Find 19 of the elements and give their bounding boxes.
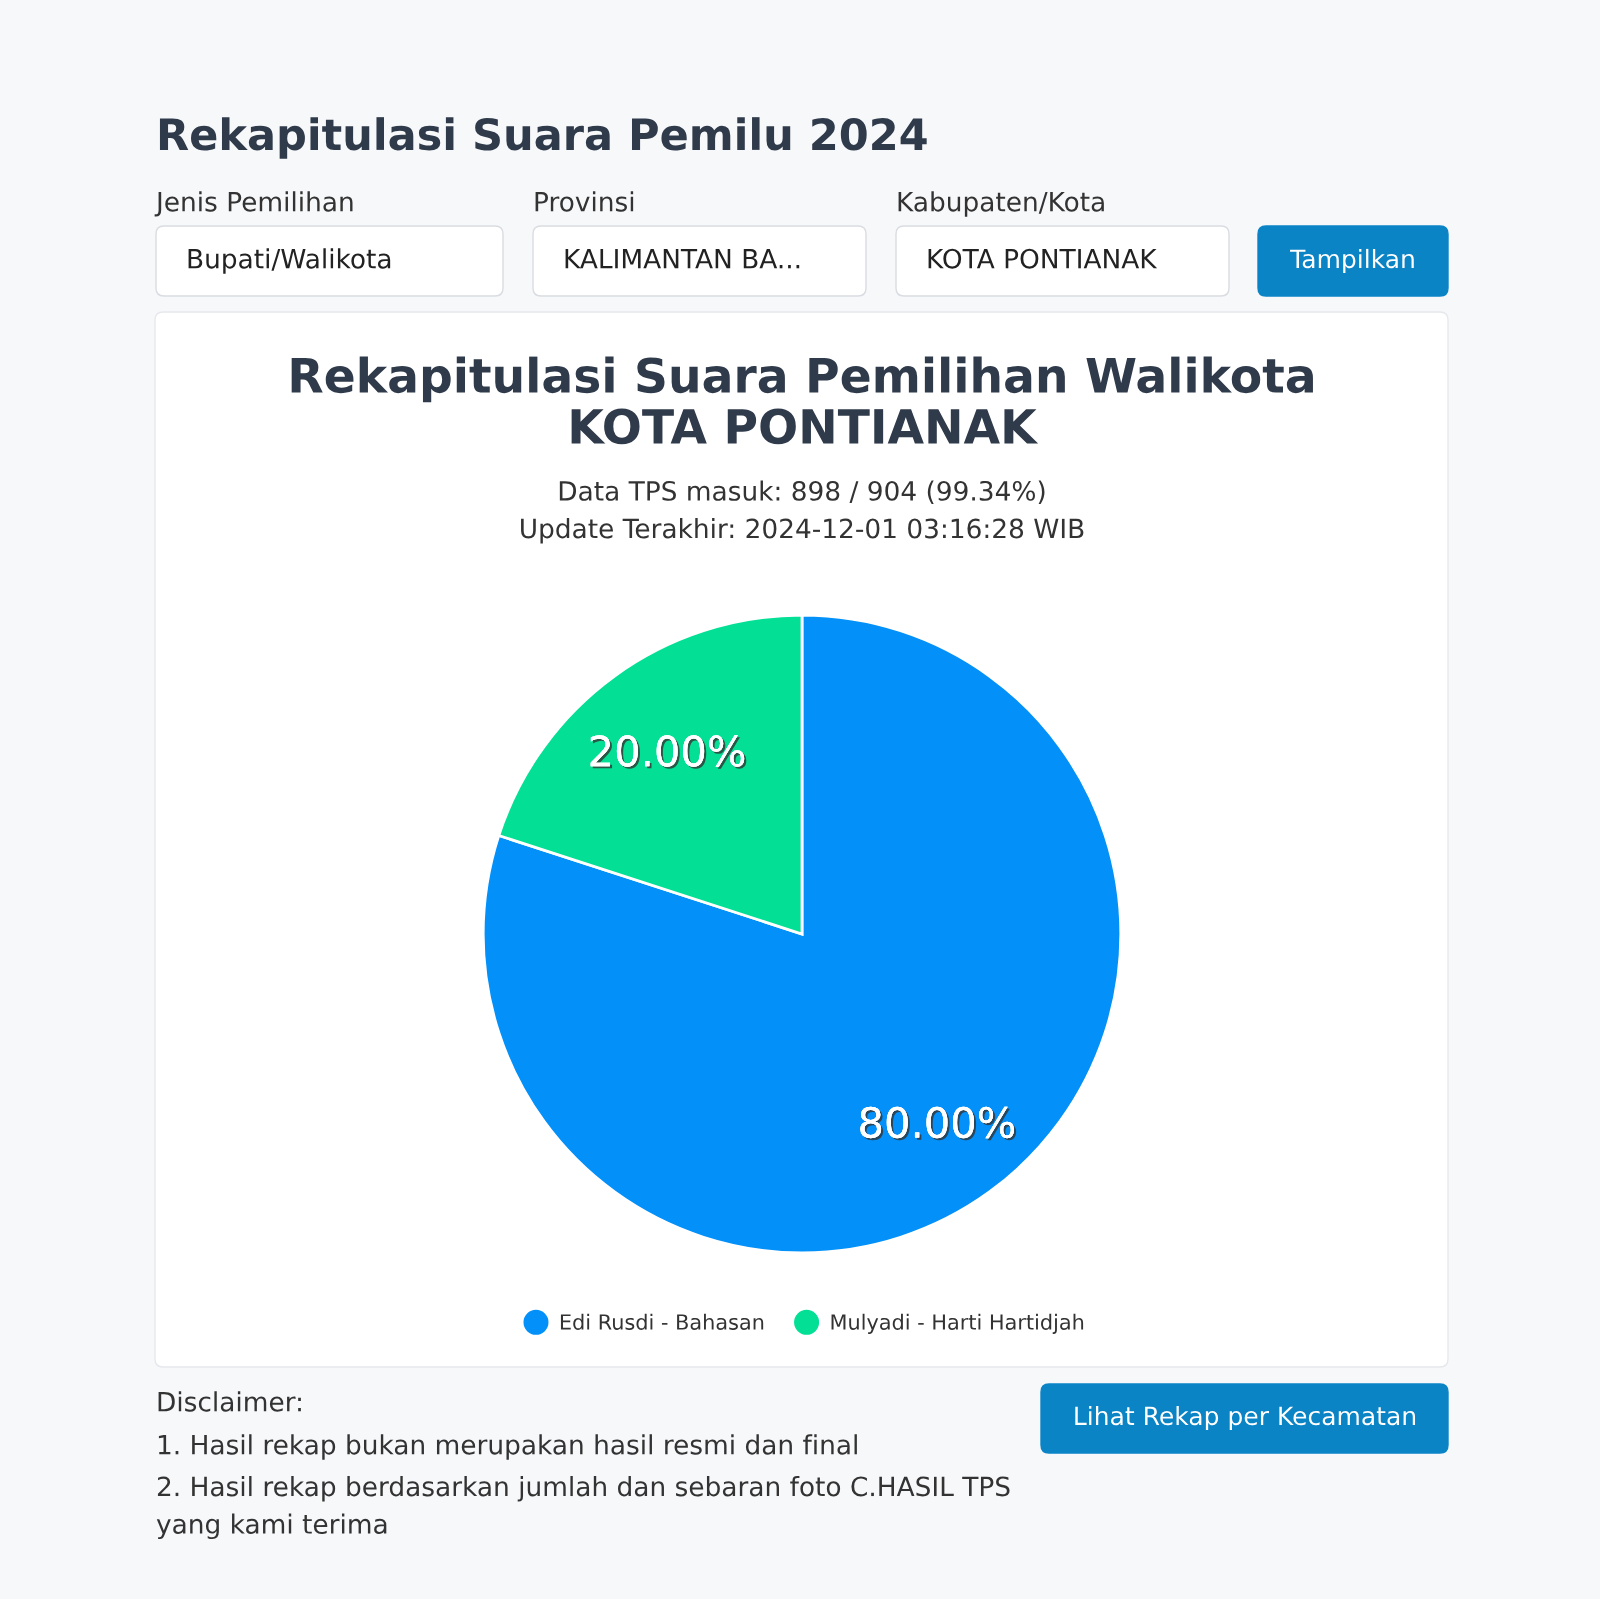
text: Disclaimer: — [158, 1391, 301, 1412]
text: Jenis Pemilihan — [154, 191, 353, 217]
text: Lihat Rekap per Kecamatan — [1075, 1405, 1416, 1431]
text: KALIMANTAN BA... — [565, 249, 800, 269]
chart-title: Rekapitulasi Suara Pemilihan Walikota KOTA PONTIANAK — [291, 356, 1313, 445]
chart-subtitle: Data TPS masuk: 898 / 904 (99.34%) Update Terakhir: 2024-12-01 03:16:28 WIB — [521, 480, 1084, 544]
text: KOTA PONTIANAK — [928, 248, 1158, 269]
data-label: 20.00% — [590, 735, 747, 769]
pie-slice — [481, 613, 1123, 1255]
text: Bupati/Walikota — [188, 248, 391, 274]
text: Provinsi — [535, 191, 634, 212]
text: 1. Hasil rekap bukan merupakan hasil resmi dan final — [158, 1434, 857, 1460]
text: 2. Hasil rekap berdasarkan jumlah dan sebaran foto C.HASIL TPS yang kami terima — [156, 1476, 1010, 1540]
data-label: 80.00% — [860, 1106, 1017, 1141]
text: Kabupaten/Kota — [898, 191, 1104, 217]
text: Rekapitulasi Suara Pemilu 2024 — [159, 117, 927, 159]
legend-label: Edi Rusdi - Bahasan — [560, 1313, 764, 1330]
legend-label: Mulyadi - Harti Hartidjah — [831, 1313, 1084, 1334]
text: Tampilkan — [1290, 248, 1414, 274]
